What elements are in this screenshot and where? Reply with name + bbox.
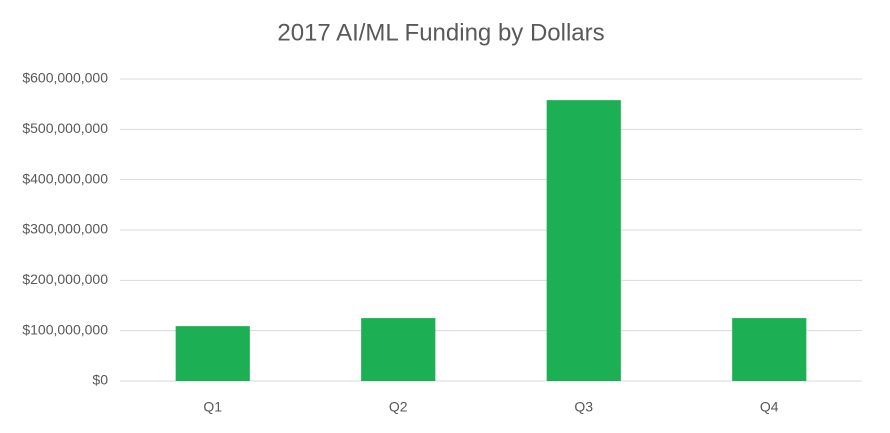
x-tick-label: Q3 <box>574 399 593 415</box>
y-tick-label: $300,000,000 <box>22 221 108 237</box>
y-tick-label: $500,000,000 <box>22 120 108 136</box>
y-tick-label: $0 <box>92 372 108 388</box>
bar <box>361 318 436 381</box>
y-tick-label: $400,000,000 <box>22 170 108 186</box>
x-tick-label: Q1 <box>203 399 222 415</box>
x-tick-label: Q2 <box>389 399 408 415</box>
bar <box>175 326 250 381</box>
bar <box>546 100 621 381</box>
y-tick-label: $100,000,000 <box>22 321 108 337</box>
y-tick-label: $200,000,000 <box>22 271 108 287</box>
y-tick-label: $600,000,000 <box>22 70 108 86</box>
bar <box>732 318 807 381</box>
x-tick-label: Q4 <box>760 399 779 415</box>
chart-title: 2017 AI/ML Funding by Dollars <box>277 19 604 46</box>
